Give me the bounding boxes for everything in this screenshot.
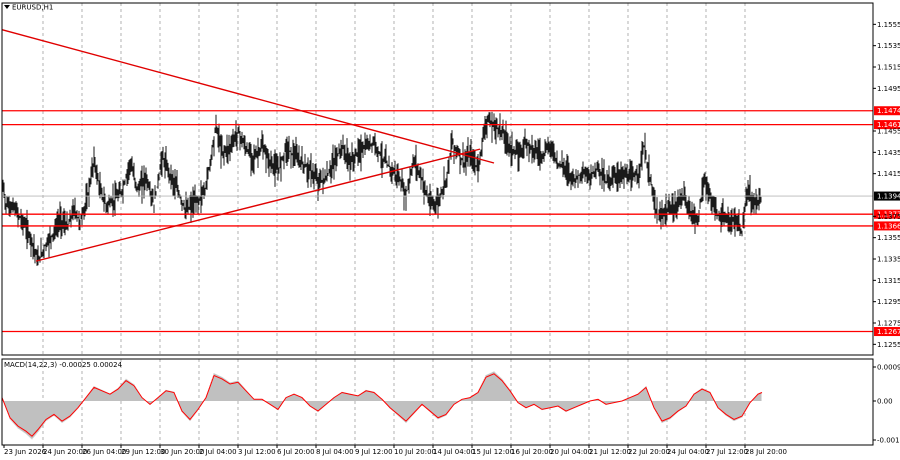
labels: EURUSD,H1 MACD(14,22,3) -0.00025 0.00024	[4, 4, 123, 369]
ascending-trendline[interactable]	[35, 148, 481, 262]
y-tick-label: 1.1555	[877, 21, 900, 29]
y-tick-label: 1.1275	[877, 320, 900, 328]
y-tick-label: 1.1515	[877, 64, 900, 72]
x-tick-label: 23 Jun 2026	[4, 448, 47, 456]
macd-label: MACD(14,22,3) -0.00025 0.00024	[4, 361, 123, 369]
x-tick-label: 30 Jun 20:00	[160, 448, 204, 456]
x-tick-label: 26 Jun 04:00	[82, 448, 126, 456]
level-label-1.1366: 1.1366	[877, 222, 900, 230]
y-tick-label: 1.1255	[877, 341, 900, 349]
horizontal-levels[interactable]: 1.1474 1.1461 1.1377 1.1366 1.1267 1.1394	[2, 106, 900, 337]
x-tick-label: 21 Jul 12:00	[589, 448, 631, 456]
price-series	[1, 111, 762, 266]
y-tick-label: 1.1455	[877, 128, 900, 136]
level-label-1.1474: 1.1474	[877, 107, 900, 115]
x-tick-label: 20 Jul 04:00	[550, 448, 592, 456]
y-tick-label: 1.1375	[877, 213, 900, 221]
macd-panel-frame	[1, 358, 874, 446]
y-tick-label: 1.1435	[877, 149, 900, 157]
level-label-bg	[874, 327, 900, 337]
x-tick-label: 6 Jul 20:00	[277, 448, 315, 456]
x-tick-label: 3 Jul 12:00	[238, 448, 276, 456]
x-tick-label: 27 Jul 12:00	[706, 448, 748, 456]
y-tick-label: 1.1295	[877, 298, 900, 306]
y-tick-label: 1.1315	[877, 277, 900, 285]
y-tick-label: 1.1535	[877, 42, 900, 50]
x-tick-label: 24 Jul 04:00	[667, 448, 709, 456]
x-tick-label: 16 Jul 20:00	[511, 448, 553, 456]
x-tick-label: 2 Jul 04:00	[199, 448, 237, 456]
x-tick-label: 28 Jul 20:00	[745, 448, 787, 456]
level-label-bg	[874, 120, 900, 130]
x-tick-label: 24 Jun 20:00	[43, 448, 87, 456]
level-label-bg	[874, 106, 900, 116]
x-tick-label: 22 Jul 20:00	[628, 448, 670, 456]
descending-trendline[interactable]	[1, 28, 495, 164]
chart-menu-triangle-icon[interactable]	[4, 5, 10, 9]
level-label-1.1377: 1.1377	[877, 211, 900, 219]
x-tick-label: 29 Jun 12:00	[121, 448, 165, 456]
price-panel-frame	[1, 2, 874, 356]
x-tick-label: 8 Jul 04:00	[316, 448, 354, 456]
y-tick-label: 1.1495	[877, 85, 900, 93]
macd-y-tick-label: -0.00107	[877, 437, 900, 445]
level-label-bg	[874, 209, 900, 219]
level-label-1.1267: 1.1267	[877, 328, 900, 336]
macd-signal-line	[1, 373, 763, 437]
x-tick-label: 14 Jul 04:00	[433, 448, 475, 456]
symbol-title: EURUSD,H1	[12, 4, 53, 12]
current-price-label: 1.1394	[877, 193, 900, 201]
x-tick-label: 9 Jul 12:00	[355, 448, 393, 456]
macd-y-tick-label: 0.00092	[877, 364, 900, 372]
trendlines[interactable]	[1, 28, 495, 262]
level-label-bg	[874, 221, 900, 231]
macd-indicator-panel	[1, 371, 763, 440]
x-tick-label: 10 Jul 20:00	[394, 448, 436, 456]
macd-y-tick-label: 0.00	[877, 398, 893, 406]
x-tick-label: 15 Jul 12:00	[472, 448, 514, 456]
level-label-1.1461: 1.1461	[877, 121, 900, 129]
current-price-bg	[874, 191, 900, 201]
y-tick-label: 1.1335	[877, 256, 900, 264]
y-tick-label: 1.1415	[877, 170, 900, 178]
y-tick-label: 1.1355	[877, 234, 900, 242]
